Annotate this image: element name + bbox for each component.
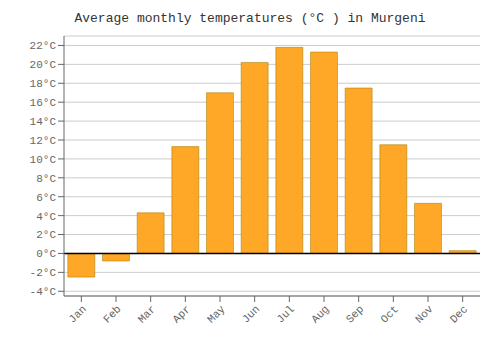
svg-text:Feb: Feb [101,303,123,325]
svg-text:4°C: 4°C [36,211,56,223]
svg-text:Aug: Aug [309,303,331,325]
svg-text:-4°C: -4°C [30,286,57,298]
svg-text:Sep: Sep [344,303,366,325]
svg-text:Dec: Dec [448,303,470,325]
svg-text:18°C: 18°C [30,78,57,90]
svg-text:Jul: Jul [274,303,296,325]
svg-text:14°C: 14°C [30,116,57,128]
html-text:Average monthly temperatures (: Average monthly temperatures (°C ) in Mu… [74,11,426,26]
svg-text:12°C: 12°C [30,135,57,147]
svg-text:Jan: Jan [66,303,88,325]
svg-text:6°C: 6°C [36,192,56,204]
svg-text:10°C: 10°C [30,154,57,166]
svg-text:Nov: Nov [413,303,436,326]
svg-text:-2°C: -2°C [30,267,57,279]
svg-text:20°C: 20°C [30,59,57,71]
svg-text:22°C: 22°C [30,40,57,52]
svg-text:May: May [205,303,228,326]
svg-text:Oct: Oct [378,303,400,325]
svg-text:Jun: Jun [240,303,262,325]
svg-text:0°C: 0°C [36,248,56,260]
svg-text:Mar: Mar [136,303,158,325]
svg-text:2°C: 2°C [36,229,56,241]
svg-text:16°C: 16°C [30,97,57,109]
svg-text:Apr: Apr [170,303,192,325]
svg-text:8°C: 8°C [36,173,56,185]
